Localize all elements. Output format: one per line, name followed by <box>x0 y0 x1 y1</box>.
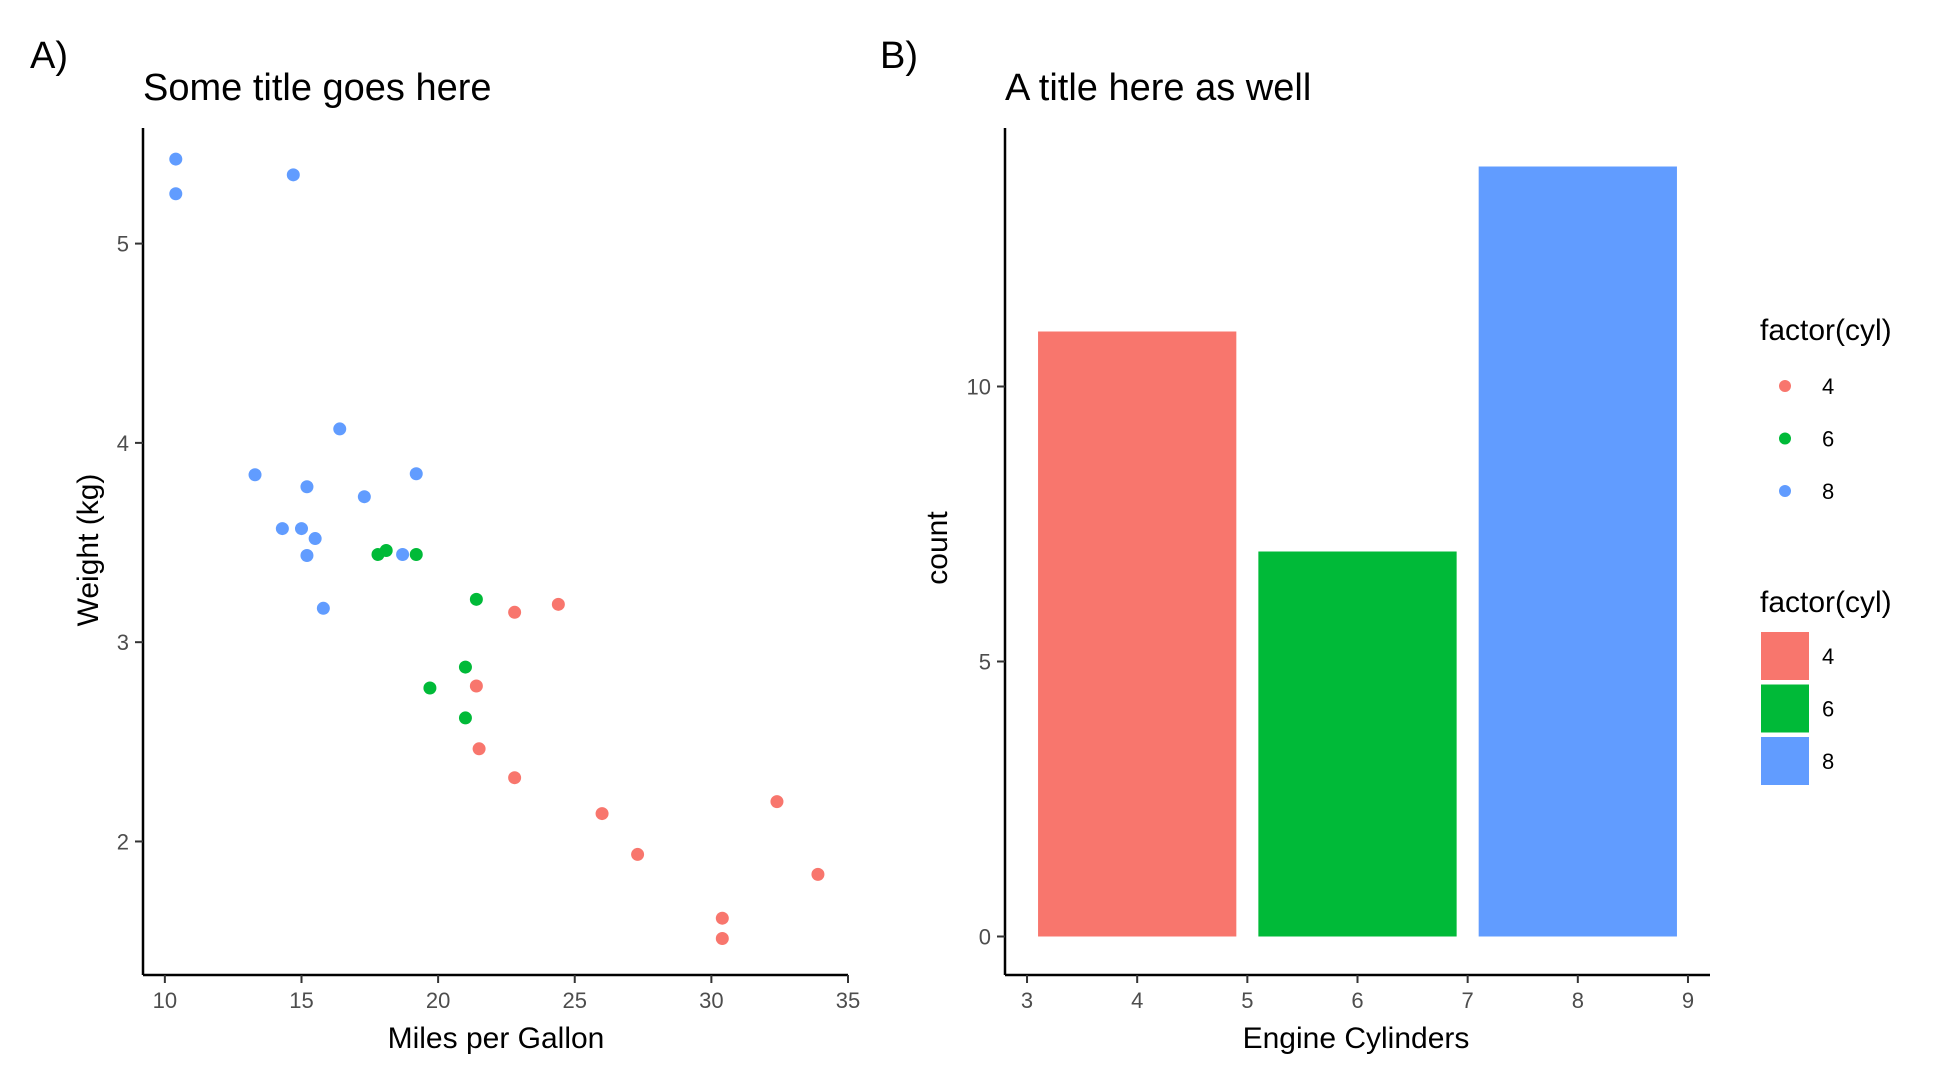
scatter-point-cyl-8 <box>294 522 308 536</box>
scatter-point-cyl-6 <box>371 547 385 561</box>
scatter-y-tick-label: 4 <box>117 431 129 456</box>
scatter-point-cyl-4 <box>472 742 486 756</box>
bar-y-tick-label: 0 <box>979 925 991 950</box>
scatter-point-cyl-8 <box>169 152 183 166</box>
bar-x-tick-label: 3 <box>1021 988 1033 1013</box>
scatter-title: Some title goes here <box>143 67 492 109</box>
scatter-x-axis-label: Miles per Gallon <box>388 1022 605 1055</box>
point-legend-key-4 <box>1779 380 1791 392</box>
fill-legend-label-8: 8 <box>1822 749 1834 774</box>
scatter-point-cyl-4 <box>770 795 784 809</box>
scatter-point-cyl-8 <box>286 168 300 182</box>
bar-x-tick-label: 8 <box>1572 988 1584 1013</box>
point-legend-title: factor(cyl) <box>1760 314 1892 347</box>
point-legend-label-8: 8 <box>1822 479 1834 504</box>
scatter-y-axis-label: Weight (kg) <box>72 474 105 627</box>
scatter-x-tick-label: 10 <box>153 988 177 1013</box>
scatter-point-cyl-6 <box>469 592 483 606</box>
scatter-point-cyl-8 <box>169 187 183 201</box>
fill-legend-key-4 <box>1761 632 1809 680</box>
scatter-x-tick-label: 20 <box>426 988 450 1013</box>
scatter-point-cyl-4 <box>508 771 522 785</box>
scatter-point-cyl-6 <box>423 681 437 695</box>
scatter-point-cyl-8 <box>409 467 423 481</box>
fill-legend-title: factor(cyl) <box>1760 586 1892 619</box>
scatter-point-cyl-8 <box>300 548 314 562</box>
point-legend-label-4: 4 <box>1822 374 1834 399</box>
panel-tag-b: B) <box>880 35 918 77</box>
scatter-point-cyl-8 <box>316 601 330 615</box>
bar-x-tick-label: 9 <box>1682 988 1694 1013</box>
scatter-point-cyl-8 <box>300 480 314 494</box>
scatter-x-tick-label: 35 <box>836 988 860 1013</box>
scatter-x-tick-label: 30 <box>699 988 723 1013</box>
bar-y-tick-label: 10 <box>967 375 991 400</box>
scatter-point-cyl-8 <box>308 532 322 546</box>
scatter-point-cyl-8 <box>396 547 410 561</box>
bar-cyl-8 <box>1478 166 1677 937</box>
scatter-point-cyl-4 <box>469 679 483 693</box>
bar-cyl-6 <box>1258 551 1457 937</box>
scatter-y-tick-label: 5 <box>117 232 129 257</box>
scatter-point-cyl-6 <box>409 547 423 561</box>
fill-legend-key-6 <box>1761 684 1809 733</box>
bar-title: A title here as well <box>1005 67 1311 109</box>
scatter-point-cyl-4 <box>595 807 609 821</box>
scatter-x-tick-label: 15 <box>289 988 313 1013</box>
scatter-point-cyl-8 <box>248 468 262 482</box>
fill-legend: 4 6 8 <box>1761 632 1834 785</box>
point-legend-key-8 <box>1779 485 1791 497</box>
bar-x-tick-label: 6 <box>1351 988 1363 1013</box>
scatter-point-cyl-6 <box>458 711 472 725</box>
point-legend: 4 6 8 <box>1779 374 1834 504</box>
scatter-point-cyl-8 <box>333 422 347 436</box>
bar-x-tick-label: 5 <box>1241 988 1253 1013</box>
scatter-point-cyl-6 <box>458 660 472 674</box>
scatter-point-cyl-4 <box>631 847 645 861</box>
scatter-y-tick-label: 2 <box>117 829 129 854</box>
bar-cyl-4 <box>1038 331 1237 937</box>
scatter-point-cyl-4 <box>715 932 729 946</box>
scatter-point-cyl-8 <box>275 522 289 536</box>
fill-legend-label-4: 4 <box>1822 644 1834 669</box>
panel-tag-a: A) <box>30 35 68 77</box>
fill-legend-label-6: 6 <box>1822 697 1834 722</box>
scatter-point-cyl-4 <box>715 911 729 925</box>
scatter-x-tick-label: 25 <box>563 988 587 1013</box>
scatter-point-cyl-8 <box>357 490 371 504</box>
bar-plot: 3 4 5 6 7 8 9 0 5 10 <box>967 128 1710 1013</box>
scatter-y-tick-label: 3 <box>117 630 129 655</box>
scatter-point-cyl-4 <box>508 605 522 619</box>
bar-y-axis-label: count <box>921 511 954 585</box>
bar-x-axis-label: Engine Cylinders <box>1243 1022 1470 1055</box>
fill-legend-key-8 <box>1761 737 1809 785</box>
scatter-point-cyl-4 <box>811 867 825 881</box>
point-legend-label-6: 6 <box>1822 427 1834 452</box>
bar-x-tick-label: 4 <box>1131 988 1143 1013</box>
bar-x-tick-label: 7 <box>1462 988 1474 1013</box>
scatter-plot: 10 15 20 25 30 35 2 3 4 5 <box>117 128 860 1013</box>
scatter-point-cyl-4 <box>551 597 565 611</box>
point-legend-key-6 <box>1779 432 1791 445</box>
bar-y-tick-label: 5 <box>979 650 991 675</box>
